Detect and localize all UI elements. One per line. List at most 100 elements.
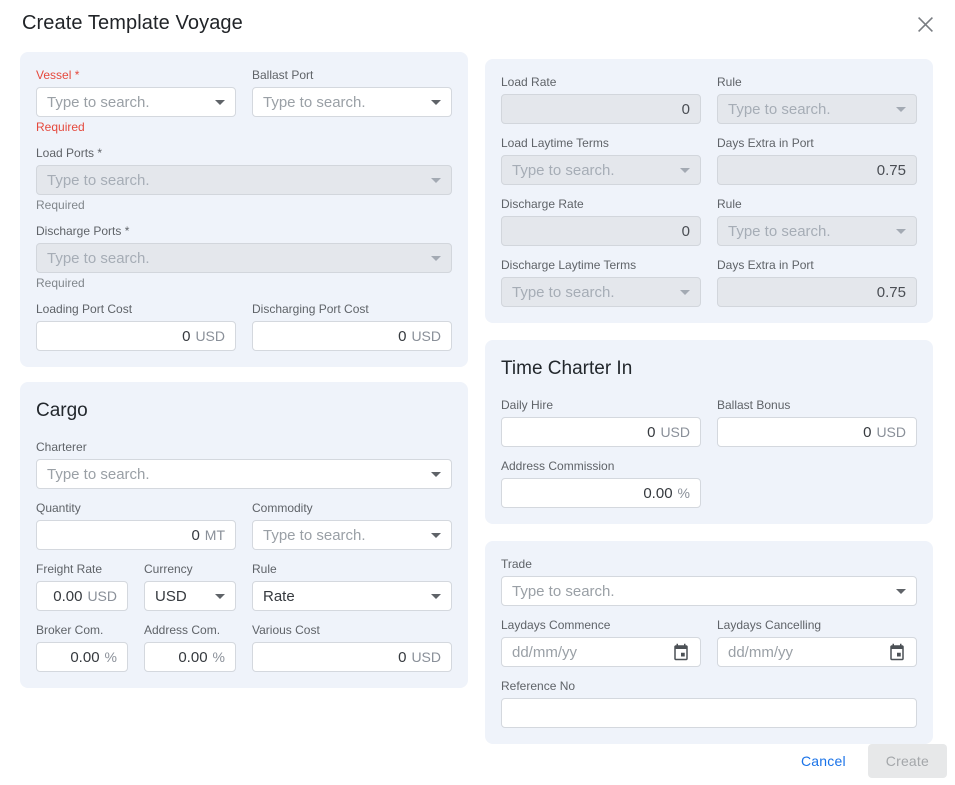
currency-unit: USD bbox=[87, 588, 117, 604]
ballast-bonus-field: USD bbox=[717, 417, 917, 447]
load-laytime-terms-select: Type to search. bbox=[501, 155, 701, 185]
load-days-extra-field bbox=[717, 155, 917, 185]
discharge-ports-select: Type to search. bbox=[36, 243, 452, 273]
quantity-label: Quantity bbox=[36, 501, 81, 515]
chevron-down-icon bbox=[680, 167, 690, 173]
discharge-ports-required-helper: Required bbox=[36, 276, 85, 290]
chevron-down-icon bbox=[215, 99, 225, 105]
discharge-days-extra-label: Days Extra in Port bbox=[717, 258, 814, 272]
load-rate-field bbox=[501, 94, 701, 124]
rates-panel: Load Rate Rule Type to search. Load Layt… bbox=[485, 59, 933, 323]
address-com-label: Address Com. bbox=[144, 623, 221, 637]
discharging-port-cost-input[interactable] bbox=[263, 327, 407, 345]
currency-select[interactable]: USD bbox=[144, 581, 236, 611]
currency-unit: USD bbox=[876, 424, 906, 440]
laydays-cancelling-input[interactable] bbox=[728, 643, 883, 661]
freight-rate-field: USD bbox=[36, 581, 128, 611]
daily-hire-input[interactable] bbox=[512, 423, 656, 441]
loading-port-cost-input[interactable] bbox=[47, 327, 191, 345]
cargo-panel: Cargo Charterer Type to search. Quantity… bbox=[20, 382, 468, 688]
quantity-field: MT bbox=[36, 520, 236, 550]
cargo-heading: Cargo bbox=[36, 400, 88, 421]
calendar-icon[interactable] bbox=[672, 643, 690, 661]
discharge-days-extra-field bbox=[717, 277, 917, 307]
page-title: Create Template Voyage bbox=[22, 12, 243, 34]
chevron-down-icon bbox=[431, 177, 441, 183]
voyage-panel: Vessel * Type to search. Required Ballas… bbox=[20, 52, 468, 367]
chevron-down-icon bbox=[431, 471, 441, 477]
ballast-bonus-input[interactable] bbox=[728, 423, 872, 441]
reference-no-field bbox=[501, 698, 917, 728]
dialog-header: Create Template Voyage bbox=[0, 0, 955, 37]
chevron-down-icon bbox=[431, 593, 441, 599]
create-button[interactable]: Create bbox=[867, 744, 947, 778]
loading-port-cost-label: Loading Port Cost bbox=[36, 302, 133, 316]
ballast-port-select[interactable]: Type to search. bbox=[252, 87, 452, 117]
chevron-down-icon bbox=[680, 289, 690, 295]
discharge-days-extra-input bbox=[728, 283, 906, 301]
vessel-required-helper: Required bbox=[36, 120, 85, 134]
quantity-unit: MT bbox=[204, 527, 225, 543]
load-laytime-terms-label: Load Laytime Terms bbox=[501, 136, 609, 150]
daily-hire-field: USD bbox=[501, 417, 701, 447]
loading-port-cost-field: USD bbox=[36, 321, 236, 351]
discharge-laytime-terms-label: Discharge Laytime Terms bbox=[501, 258, 637, 272]
various-cost-field: USD bbox=[252, 642, 452, 672]
broker-com-label: Broker Com. bbox=[36, 623, 104, 637]
chevron-down-icon bbox=[431, 255, 441, 261]
freight-rate-input[interactable] bbox=[47, 587, 83, 605]
reference-no-input[interactable] bbox=[512, 704, 906, 722]
time-charter-in-heading: Time Charter In bbox=[501, 358, 633, 379]
daily-hire-label: Daily Hire bbox=[501, 398, 554, 412]
currency-unit: USD bbox=[411, 328, 441, 344]
broker-com-input[interactable] bbox=[47, 648, 100, 666]
broker-com-field: % bbox=[36, 642, 128, 672]
address-com-input[interactable] bbox=[155, 648, 208, 666]
rule-select[interactable]: Rate bbox=[252, 581, 452, 611]
discharge-rule-select: Type to search. bbox=[717, 216, 917, 246]
dialog-footer: Cancel Create bbox=[785, 744, 947, 778]
address-commission-label: Address Commission bbox=[501, 459, 615, 473]
discharge-rule-label: Rule bbox=[717, 197, 742, 211]
load-rule-select: Type to search. bbox=[717, 94, 917, 124]
reference-no-label: Reference No bbox=[501, 679, 576, 693]
load-rule-label: Rule bbox=[717, 75, 742, 89]
percent-unit: % bbox=[104, 649, 117, 665]
load-ports-select: Type to search. bbox=[36, 165, 452, 195]
laydays-cancelling-field bbox=[717, 637, 917, 667]
quantity-input[interactable] bbox=[47, 526, 200, 544]
currency-unit: USD bbox=[411, 649, 441, 665]
currency-unit: USD bbox=[660, 424, 690, 440]
address-commission-field: % bbox=[501, 478, 701, 508]
various-cost-input[interactable] bbox=[263, 648, 407, 666]
trade-select[interactable]: Type to search. bbox=[501, 576, 917, 606]
discharge-ports-label: Discharge Ports * bbox=[36, 224, 130, 238]
commodity-select[interactable]: Type to search. bbox=[252, 520, 452, 550]
chevron-down-icon bbox=[896, 228, 906, 234]
chevron-down-icon bbox=[896, 106, 906, 112]
load-rate-label: Load Rate bbox=[501, 75, 557, 89]
laydays-commence-label: Laydays Commence bbox=[501, 618, 611, 632]
address-commission-input[interactable] bbox=[512, 484, 673, 502]
load-ports-label: Load Ports * bbox=[36, 146, 103, 160]
close-icon[interactable] bbox=[913, 12, 938, 37]
vessel-select[interactable]: Type to search. bbox=[36, 87, 236, 117]
freight-rate-label: Freight Rate bbox=[36, 562, 103, 576]
various-cost-label: Various Cost bbox=[252, 623, 320, 637]
laydays-cancelling-label: Laydays Cancelling bbox=[717, 618, 822, 632]
time-charter-in-panel: Time Charter In Daily Hire USD Ballast B… bbox=[485, 340, 933, 524]
calendar-icon[interactable] bbox=[888, 643, 906, 661]
cancel-button[interactable]: Cancel bbox=[785, 744, 862, 778]
load-days-extra-input bbox=[728, 161, 906, 179]
chevron-down-icon bbox=[431, 532, 441, 538]
load-days-extra-label: Days Extra in Port bbox=[717, 136, 814, 150]
percent-unit: % bbox=[677, 485, 690, 501]
rule-label: Rule bbox=[252, 562, 277, 576]
laydays-commence-input[interactable] bbox=[512, 643, 667, 661]
charterer-select[interactable]: Type to search. bbox=[36, 459, 452, 489]
vessel-label: Vessel * bbox=[36, 68, 80, 82]
ballast-bonus-label: Ballast Bonus bbox=[717, 398, 791, 412]
address-com-field: % bbox=[144, 642, 236, 672]
discharge-laytime-terms-select: Type to search. bbox=[501, 277, 701, 307]
laydays-commence-field bbox=[501, 637, 701, 667]
